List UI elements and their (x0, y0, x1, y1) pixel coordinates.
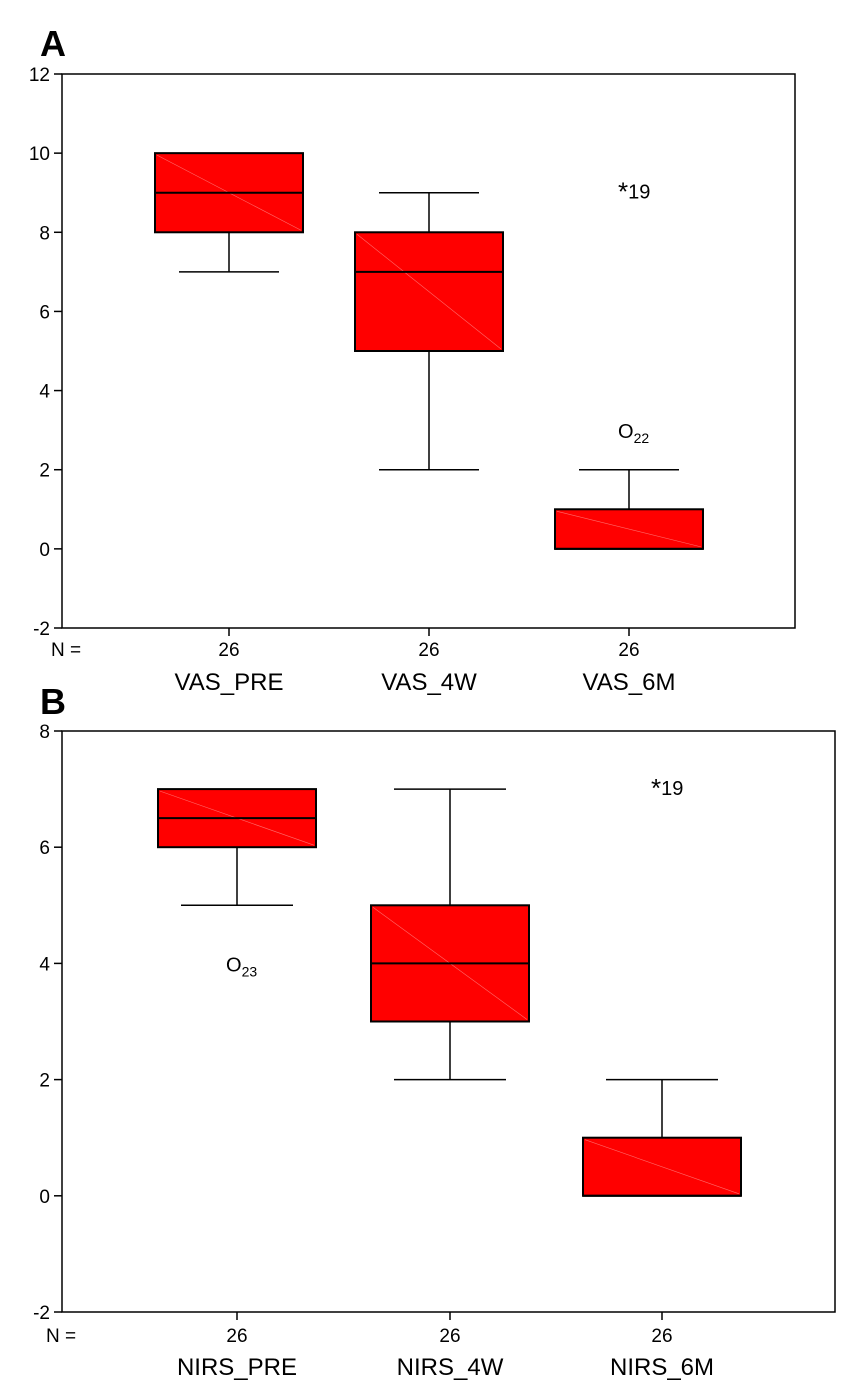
y-tick-label: 12 (29, 65, 50, 86)
outlier-marker: * (618, 177, 628, 207)
category-label: NIRS_4W (397, 1354, 504, 1381)
n-value: 26 (226, 1326, 247, 1347)
category-label: NIRS_6M (610, 1354, 714, 1381)
chart-panel-a: A -2 0 2 4 6 8 10 12 N = 26 VAS_PRE 26 VAS_4W 26 VAS_6M… (29, 23, 796, 696)
category-label: VAS_PRE (175, 669, 284, 696)
outlier-mild: O22 (618, 421, 649, 446)
y-tick-label: 8 (39, 223, 50, 244)
y-tick-label: 6 (39, 838, 50, 859)
y-tick-label: 0 (39, 1187, 50, 1208)
y-tick-label: -2 (33, 1303, 50, 1324)
y-tick-label: 8 (39, 722, 50, 743)
box-diagonal (356, 234, 502, 350)
y-tick-label: 6 (39, 302, 50, 323)
y-tick-label: 4 (39, 954, 50, 975)
category-label: NIRS_PRE (177, 1354, 297, 1381)
panel-label: A (40, 23, 66, 64)
outlier-marker: * (651, 773, 661, 803)
box-diagonal (584, 1139, 740, 1195)
n-prefix-label: N = (51, 640, 81, 661)
category-label: VAS_4W (381, 669, 477, 696)
outlier-label: 19 (661, 778, 683, 800)
outlier-label: 23 (242, 963, 258, 979)
outlier-marker: O (618, 421, 634, 443)
panel-label: B (40, 681, 66, 722)
n-value: 26 (418, 640, 439, 661)
chart-panel-b: B -2 0 2 4 6 8 N = 26 NIRS_PRE 26 NIRS_4W 26 NIRS_6M *… (33, 681, 836, 1381)
y-tick-label: 10 (29, 144, 50, 165)
n-value: 26 (618, 640, 639, 661)
n-prefix-label: N = (46, 1326, 76, 1347)
plot-frame (61, 730, 836, 1313)
box-diagonal (556, 510, 702, 548)
y-tick-label: -2 (33, 619, 50, 640)
y-tick-label: 2 (39, 1071, 50, 1092)
y-tick-label: 0 (39, 540, 50, 561)
category-label: VAS_6M (583, 669, 676, 696)
y-tick-label: 4 (39, 382, 50, 403)
outlier-marker: O (226, 954, 242, 976)
n-value: 26 (439, 1326, 460, 1347)
n-value: 26 (218, 640, 239, 661)
outlier-extreme: *19 (651, 773, 683, 803)
outlier-label: 19 (628, 182, 650, 204)
outlier-extreme: *19 (618, 177, 650, 207)
outlier-mild: O23 (226, 954, 257, 979)
y-tick-label: 2 (39, 461, 50, 482)
outlier-label: 22 (634, 430, 650, 446)
n-value: 26 (651, 1326, 672, 1347)
